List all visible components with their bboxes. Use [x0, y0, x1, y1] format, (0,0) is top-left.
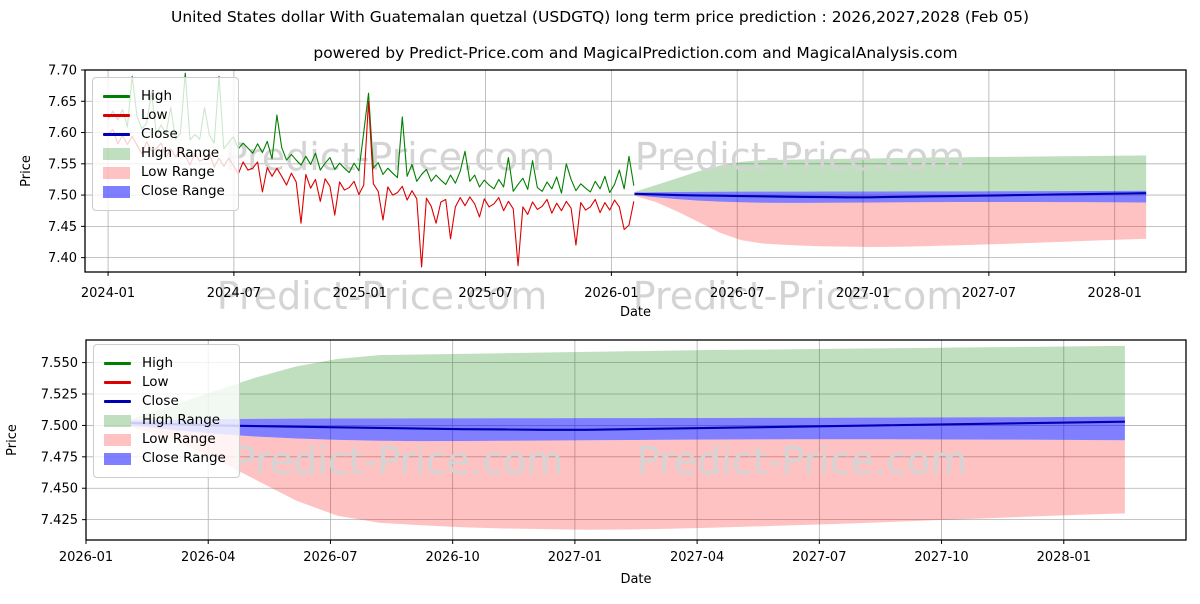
legend-line-swatch — [103, 114, 130, 117]
legend-label: Low Range — [141, 164, 215, 180]
low-range-band — [130, 425, 1125, 530]
chart-0: Predict-Price.com Predict-Price.com Predic… — [19, 64, 1187, 321]
legend-label: Low — [142, 374, 169, 390]
svg-text:7.50: 7.50 — [48, 189, 77, 204]
watermark-text: Predict-Price.com — [637, 439, 968, 483]
x-axis-label: Date — [620, 572, 651, 587]
legend-item-close: Close — [104, 394, 226, 409]
x-axis-label: Date — [620, 305, 651, 320]
svg-text:7.500: 7.500 — [41, 419, 78, 434]
svg-text:2028-01: 2028-01 — [1088, 286, 1142, 301]
chart-0-grid — [85, 69, 1186, 272]
legend-item-low: Low — [104, 375, 226, 390]
svg-text:2027-04: 2027-04 — [670, 550, 724, 565]
chart-0-ticks — [81, 69, 1116, 276]
chart-subtitle: powered by Predict-Price.com and Magical… — [313, 44, 958, 62]
legend-main: High Low Close High Range Low Range Close Ran… — [92, 77, 239, 211]
legend-label: High — [142, 355, 174, 371]
chart-1-tick-labels: 2026-01 2026-04 2026-07 2026-10 2027-01 2027-… — [5, 356, 1091, 587]
svg-text:2026-01: 2026-01 — [59, 550, 113, 565]
legend-patch-swatch — [104, 414, 131, 427]
low-range-band — [634, 195, 1147, 247]
legend-patch-swatch — [103, 147, 130, 160]
legend-prediction: High Low Close High Range Low Range Close Ran… — [93, 344, 240, 478]
legend-label: Low — [141, 107, 168, 123]
legend-item-high-range: High Range — [103, 146, 225, 161]
svg-text:2026-04: 2026-04 — [181, 550, 235, 565]
svg-text:7.70: 7.70 — [48, 64, 77, 79]
legend-patch-swatch — [103, 185, 130, 198]
close-line — [130, 420, 1125, 431]
legend-label: Close Range — [142, 450, 226, 466]
chart-0-tick-labels: 2024-01 2024-07 2025-01 2025-07 2026-01 2026-… — [19, 64, 1142, 321]
svg-text:2025-01: 2025-01 — [333, 286, 387, 301]
svg-text:2027-10: 2027-10 — [914, 550, 968, 565]
svg-text:7.550: 7.550 — [41, 356, 78, 371]
watermark-text: Predict-Price.com — [225, 135, 556, 179]
svg-text:2027-07: 2027-07 — [962, 286, 1016, 301]
legend-item-high-range: High Range — [104, 413, 226, 428]
svg-text:2026-01: 2026-01 — [584, 286, 638, 301]
chart-1: Predict-Price.com Predict-Price.com2026-0… — [5, 339, 1187, 587]
legend-label: Close — [142, 393, 179, 409]
legend-line-swatch — [104, 400, 131, 403]
svg-text:2027-07: 2027-07 — [792, 550, 846, 565]
svg-text:2024-01: 2024-01 — [81, 286, 135, 301]
legend-label: High — [141, 88, 173, 104]
y-axis-label: Price — [19, 155, 34, 187]
watermark-text: Predict-Price.com — [635, 135, 966, 179]
watermark-text: Predict-Price.com — [217, 274, 548, 318]
svg-text:7.55: 7.55 — [48, 157, 77, 172]
legend-line-swatch — [104, 381, 131, 384]
svg-text:7.40: 7.40 — [48, 251, 77, 266]
watermark-text: Predict-Price.com — [633, 274, 964, 318]
y-axis-label: Price — [5, 424, 20, 456]
legend-item-low-range: Low Range — [103, 165, 225, 180]
svg-text:7.525: 7.525 — [41, 388, 78, 403]
svg-text:2024-07: 2024-07 — [207, 286, 261, 301]
svg-text:7.45: 7.45 — [48, 220, 77, 235]
watermark-text: Predict-Price.com — [233, 439, 564, 483]
svg-text:7.450: 7.450 — [41, 482, 78, 497]
page-title: United States dollar With Guatemalan que… — [170, 8, 1030, 26]
legend-item-high: High — [104, 356, 226, 371]
legend-item-low-range: Low Range — [104, 432, 226, 447]
legend-patch-swatch — [104, 433, 131, 446]
axes-frame — [84, 69, 1187, 273]
legend-line-swatch — [103, 133, 130, 136]
svg-text:7.475: 7.475 — [41, 450, 78, 465]
svg-text:2027-01: 2027-01 — [836, 286, 890, 301]
chart-1-ticks — [82, 362, 1065, 544]
legend-item-close-range: Close Range — [104, 451, 226, 466]
legend-label: Close — [141, 126, 178, 142]
close-line — [634, 192, 1147, 199]
svg-text:2026-07: 2026-07 — [303, 550, 357, 565]
svg-text:7.65: 7.65 — [48, 95, 77, 110]
legend-item-high: High — [103, 89, 225, 104]
legend-item-close-range: Close Range — [103, 184, 225, 199]
svg-text:2025-07: 2025-07 — [458, 286, 512, 301]
svg-text:2027-01: 2027-01 — [548, 550, 602, 565]
high-range-band — [130, 345, 1125, 421]
high-range-band — [634, 155, 1147, 193]
legend-line-swatch — [103, 95, 130, 98]
svg-text:2026-07: 2026-07 — [710, 286, 764, 301]
legend-item-close: Close — [103, 127, 225, 142]
legend-label: High Range — [142, 412, 221, 428]
svg-text:7.60: 7.60 — [48, 126, 77, 141]
svg-text:7.425: 7.425 — [41, 513, 78, 528]
legend-patch-swatch — [104, 452, 131, 465]
axes-frame — [85, 339, 1187, 541]
legend-label: Close Range — [141, 183, 225, 199]
legend-patch-swatch — [103, 166, 130, 179]
legend-item-low: Low — [103, 108, 225, 123]
legend-line-swatch — [104, 362, 131, 365]
svg-text:2028-01: 2028-01 — [1037, 550, 1091, 565]
legend-label: Low Range — [142, 431, 216, 447]
legend-label: High Range — [141, 145, 220, 161]
svg-text:2026-10: 2026-10 — [426, 550, 480, 565]
